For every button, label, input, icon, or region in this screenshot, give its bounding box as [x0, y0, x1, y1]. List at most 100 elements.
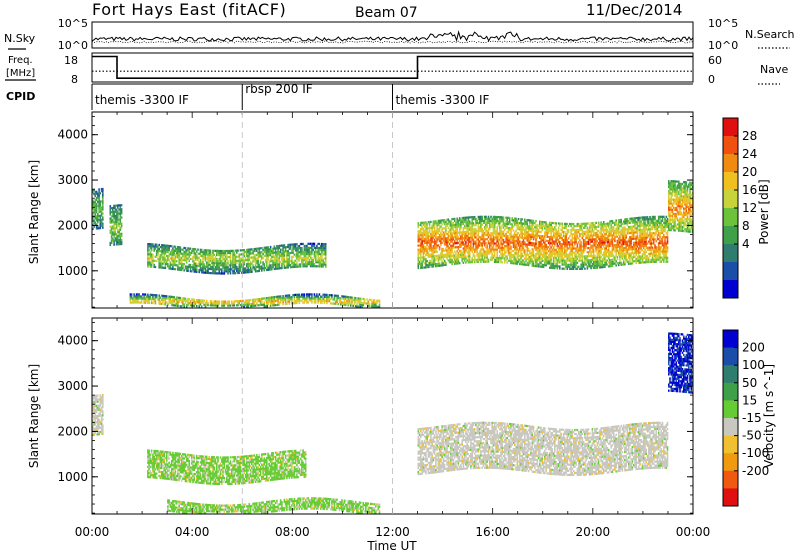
heatmap-cell [195, 268, 198, 271]
heatmap-cell [417, 254, 420, 257]
heatmap-cell [462, 247, 465, 250]
heatmap-cell [247, 269, 249, 272]
heatmap-cell [264, 250, 267, 253]
heatmap-cell [584, 247, 586, 250]
heatmap-cell [338, 297, 341, 300]
heatmap-cell [576, 245, 579, 248]
heatmap-cell [582, 265, 585, 268]
heatmap-cell [263, 246, 266, 249]
heatmap-cell [495, 258, 497, 261]
heatmap-cell [276, 247, 278, 250]
heatmap-cell [177, 254, 179, 257]
heatmap-cell [149, 261, 152, 264]
heatmap-cell [301, 259, 303, 262]
heatmap-cell [440, 237, 442, 241]
heatmap-cell [109, 209, 112, 212]
heatmap-cell [510, 235, 512, 238]
heatmap-cell [581, 267, 584, 270]
heatmap-cell [301, 242, 303, 246]
heatmap-cell [99, 204, 102, 207]
heatmap-cell [179, 262, 182, 265]
heatmap-cell [447, 249, 450, 252]
heatmap-cell [477, 252, 480, 255]
heatmap-cell [471, 230, 473, 233]
heatmap-cell [100, 218, 103, 221]
heatmap-cell [343, 303, 346, 306]
heatmap-cell [167, 265, 169, 268]
heatmap-cell [169, 245, 172, 248]
heatmap-cell [526, 257, 529, 260]
heatmap-cell [254, 268, 257, 271]
heatmap-cell [512, 221, 515, 224]
heatmap-cell [179, 305, 182, 308]
heatmap-cell [189, 247, 192, 250]
heatmap-cell [527, 260, 530, 263]
heatmap-cell [589, 263, 591, 266]
heatmap-cell [574, 265, 576, 268]
heatmap-cell [565, 251, 567, 254]
heatmap-cell [470, 242, 472, 245]
heatmap-cell [163, 296, 165, 300]
noise-right-tick-bottom: 10^0 [708, 39, 738, 52]
heatmap-cell [179, 252, 182, 255]
heatmap-cell [118, 241, 120, 244]
heatmap-cell [182, 252, 184, 255]
heatmap-cell [153, 263, 155, 266]
heatmap-cell [328, 298, 331, 301]
power-heatmap [92, 180, 694, 309]
heatmap-cell [587, 253, 590, 256]
heatmap-cell [233, 261, 236, 265]
heatmap-cell [353, 296, 356, 299]
heatmap-cell [511, 217, 513, 220]
heatmap-cell [200, 269, 203, 272]
heatmap-cell [612, 254, 615, 257]
heatmap-cell [458, 262, 461, 265]
heatmap-cell [507, 231, 510, 234]
heatmap-cell [148, 261, 150, 264]
heatmap-cell [174, 264, 177, 267]
heatmap-cell [264, 260, 267, 264]
heatmap-cell [461, 239, 463, 242]
heatmap-cell [490, 234, 492, 237]
heatmap-cell [426, 264, 428, 267]
heatmap-cell [433, 255, 436, 258]
heatmap-cell [165, 248, 168, 251]
heatmap-cell [463, 237, 466, 240]
heatmap-cell [569, 235, 571, 238]
heatmap-cell [505, 241, 507, 244]
heatmap-cell [112, 237, 114, 240]
heatmap-cell [496, 250, 498, 253]
heatmap-cell [259, 267, 262, 270]
heatmap-cell [347, 298, 349, 301]
heatmap-cell [492, 228, 495, 231]
heatmap-cell [284, 246, 287, 249]
heatmap-cell [210, 268, 213, 271]
heatmap-cell [497, 216, 500, 219]
heatmap-cell [253, 248, 256, 251]
heatmap-cell [615, 252, 617, 255]
heatmap-cell [507, 253, 510, 256]
heatmap-cell [457, 260, 460, 263]
heatmap-cell [376, 301, 378, 304]
heatmap-cell [297, 297, 299, 300]
heatmap-cell [519, 226, 521, 229]
heatmap-cell [441, 237, 443, 240]
heatmap-cell [327, 295, 329, 299]
heatmap-cell [268, 298, 271, 301]
heatmap-cell [97, 200, 99, 203]
heatmap-cell [94, 217, 97, 220]
heatmap-cell [485, 246, 487, 249]
heatmap-cell [451, 240, 453, 243]
heatmap-cell [102, 222, 104, 225]
heatmap-cell [436, 232, 438, 235]
heatmap-cell [293, 295, 296, 299]
heatmap-cell [612, 225, 615, 229]
heatmap-cell [505, 226, 507, 229]
heatmap-cell [427, 227, 430, 230]
heatmap-cell [462, 233, 465, 236]
heatmap-cell [286, 256, 288, 259]
heatmap-cell [234, 300, 237, 303]
heatmap-cell [258, 251, 261, 254]
heatmap-cell [517, 236, 520, 239]
heatmap-cell [453, 250, 456, 253]
